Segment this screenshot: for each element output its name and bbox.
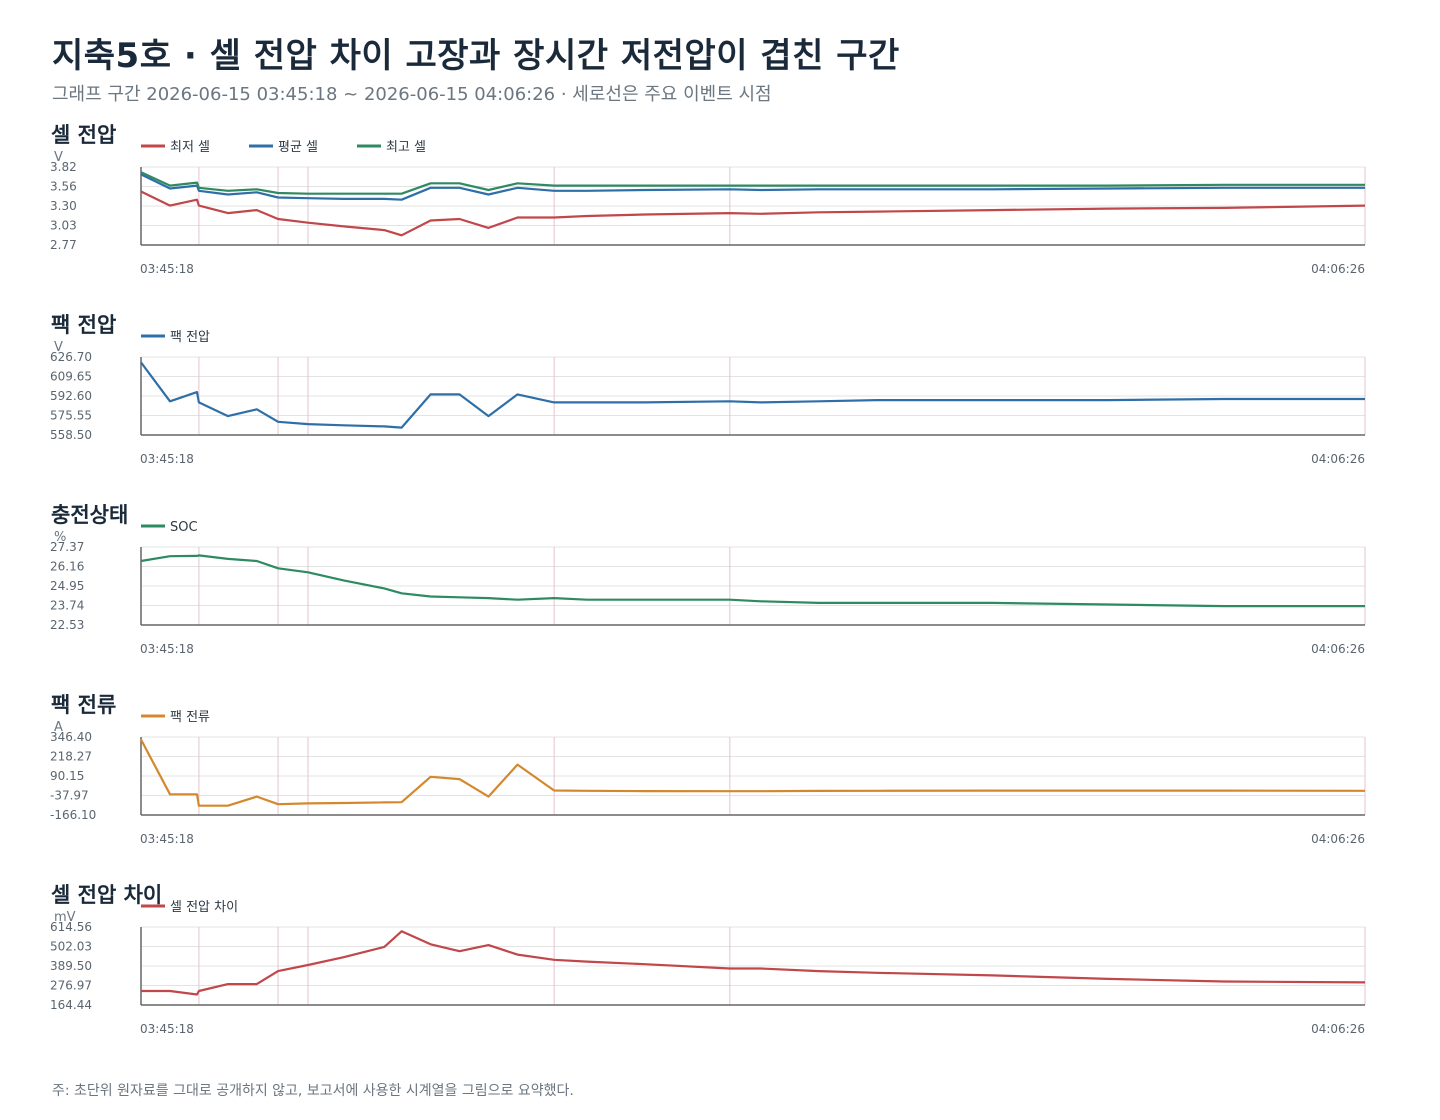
series-line-1 (140, 738, 1366, 807)
y-tick-label: 3.30 (50, 199, 77, 213)
legend-label: 셀 전압 차이 (170, 900, 238, 915)
footnote: 주: 초단위 원자료를 그대로 공개하지 않고, 보고서에 사용한 시계열을 그… (52, 1083, 574, 1099)
y-tick-label: 90.15 (50, 769, 84, 783)
y-tick-label: 614.56 (50, 920, 92, 934)
panel-title: 팩 전류 (51, 693, 116, 717)
chart-panel-3: 충전상태%27.37 26.16 24.95 23.74 22.53 03:45:18 04… (50, 503, 1366, 656)
y-tick-label: 218.27 (50, 750, 92, 764)
page-subtitle: 그래프 구간 2026-06-15 03:45:18 ~ 2026-06-15 … (52, 84, 772, 105)
y-unit-label: A (54, 720, 63, 735)
y-tick-label: 3.03 (50, 219, 77, 233)
y-tick-label: 609.65 (50, 370, 92, 384)
x-tick-label: 04:06:26 (1311, 832, 1365, 846)
y-unit-label: V (54, 340, 63, 355)
series-line-1 (140, 190, 1366, 237)
series-line-1 (141, 930, 1366, 996)
y-tick-label: 502.03 (50, 940, 92, 954)
y-tick-label: 23.74 (50, 599, 84, 613)
y-tick-label: -37.97 (50, 789, 89, 803)
y-tick-label: 22.53 (50, 618, 84, 632)
y-unit-label: V (54, 150, 63, 165)
legend-label: SOC (170, 520, 198, 535)
y-tick-label: 3.82 (50, 160, 77, 174)
x-tick-label: 04:06:26 (1311, 452, 1365, 466)
y-tick-label: 575.55 (50, 409, 92, 423)
y-tick-label: 3.56 (50, 180, 77, 194)
y-tick-label: 26.16 (50, 560, 84, 574)
series-line-1 (140, 554, 1365, 608)
panel-title: 셀 전압 차이 (51, 883, 162, 907)
y-tick-label: 164.44 (50, 998, 92, 1012)
x-tick-label: 04:06:26 (1311, 642, 1365, 656)
y-unit-label: % (54, 530, 66, 545)
y-tick-label: 24.95 (50, 579, 84, 593)
y-tick-label: 592.60 (50, 389, 92, 403)
x-tick-label: 03:45:18 (140, 262, 194, 276)
series-line-2 (140, 173, 1365, 201)
y-tick-label: 2.77 (50, 238, 77, 252)
legend-label: 평균 셀 (278, 140, 318, 155)
x-tick-label: 04:06:26 (1311, 1022, 1365, 1036)
y-tick-label: -166.10 (50, 808, 96, 822)
y-unit-label: mV (54, 910, 76, 925)
legend-label: 최고 셀 (386, 140, 426, 155)
y-tick-label: 626.70 (50, 350, 92, 364)
x-tick-label: 03:45:18 (140, 832, 194, 846)
panel-title: 충전상태 (51, 503, 128, 527)
y-tick-label: 558.50 (50, 428, 92, 442)
y-tick-label: 346.40 (50, 730, 92, 744)
x-tick-label: 03:45:18 (140, 642, 194, 656)
y-tick-label: 27.37 (50, 540, 84, 554)
y-tick-label: 276.97 (50, 979, 92, 993)
chart-panel-1: 셀 전압 V3.82 3.56 3.30 3.03 2.77 03:45:18 04:06:2… (50, 123, 1366, 276)
panel-title: 팩 전압 (51, 313, 116, 337)
panel-title: 셀 전압 (51, 123, 116, 147)
page-title: 지축5호 · 셀 전압 차이 고장과 장시간 저전압이 겹친 구간 (52, 36, 900, 76)
x-tick-label: 03:45:18 (140, 452, 194, 466)
legend-label: 최저 셀 (170, 140, 210, 155)
series-line-1 (140, 361, 1365, 429)
legend-label: 팩 전류 (170, 710, 210, 725)
x-tick-label: 03:45:18 (140, 1022, 194, 1036)
x-tick-label: 04:06:26 (1311, 262, 1365, 276)
series-line-3 (140, 171, 1365, 195)
y-tick-label: 389.50 (50, 959, 92, 973)
legend-label: 팩 전압 (170, 330, 210, 345)
